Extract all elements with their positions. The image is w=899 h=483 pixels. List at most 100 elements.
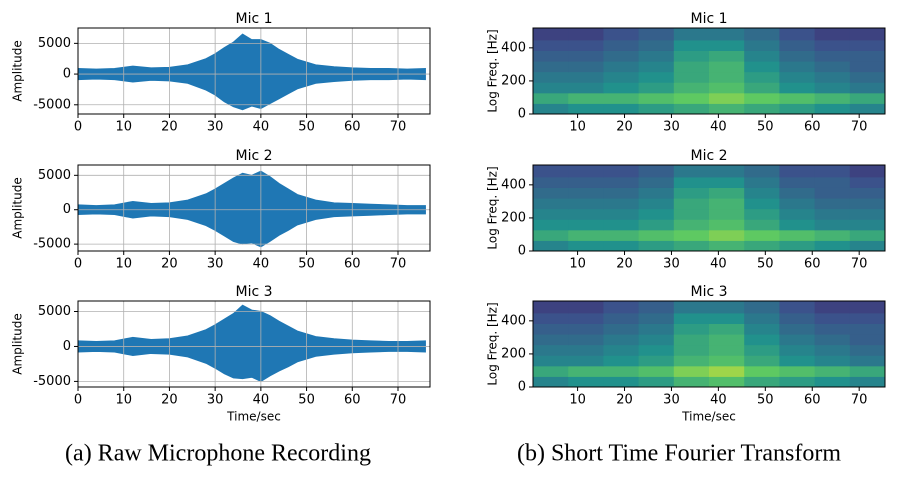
spectrogram-cell <box>709 61 745 73</box>
spectrogram-cell <box>568 365 604 377</box>
spectrogram-cell <box>603 301 640 314</box>
spectrogram-cell <box>603 376 640 388</box>
y-tick-label: -5000 <box>33 97 71 112</box>
spectrogram-cell <box>779 92 816 104</box>
spectrogram-cell <box>673 187 710 199</box>
spectrogram-cell <box>673 376 710 388</box>
spectrogram-cell <box>709 229 745 241</box>
y-axis-label: Amplitude <box>11 313 25 375</box>
x-tick-label: 40 <box>710 257 727 272</box>
spectrogram-cell <box>814 176 851 188</box>
spectrogram-cell <box>603 165 640 178</box>
spectrogram-cell <box>603 344 640 356</box>
spectrogram-cell <box>533 365 569 377</box>
y-tick-label: 400 <box>501 313 526 328</box>
spectrogram-cell <box>849 344 886 356</box>
spectrogram-cell <box>709 82 745 94</box>
spectrogram-cell <box>779 187 816 199</box>
spectrogram-cell <box>744 301 780 314</box>
spectrogram-cell <box>673 103 710 115</box>
spectrogram-cell <box>709 365 745 377</box>
spectrogram-cell <box>638 334 675 346</box>
x-tick-label: 70 <box>390 393 407 408</box>
spectrogram-cell <box>849 323 886 335</box>
spectrogram-cell <box>779 312 816 324</box>
spectrogram-cell <box>744 61 780 73</box>
spectrogram-cell <box>533 355 569 367</box>
spectrogram-cell <box>779 301 816 314</box>
spectrogram-cell <box>814 92 851 104</box>
spectrogram-cell <box>533 323 569 335</box>
spectrogram-cell <box>603 187 640 199</box>
spectrogram-cell <box>849 334 886 346</box>
spectrogram-cell <box>638 50 675 62</box>
spectrogram-cell <box>673 198 710 210</box>
spectrogram-cell <box>603 198 640 210</box>
spectrogram-cell <box>638 103 675 115</box>
waveform <box>77 33 426 111</box>
spectrogram-cell <box>533 176 569 188</box>
spectrogram-cell <box>779 50 816 62</box>
spectrogram-cell <box>779 229 816 241</box>
x-tick-label: 10 <box>569 257 586 272</box>
spectrogram-cell <box>744 208 780 220</box>
panel-title: Mic 2 <box>690 148 727 164</box>
spectrogram-cell <box>814 334 851 346</box>
spectrogram-cell <box>709 187 745 199</box>
spectrogram-cell <box>533 103 569 115</box>
spectrogram-cell <box>603 355 640 367</box>
spectrogram-cell <box>638 376 675 388</box>
y-tick-label: 0 <box>518 380 526 395</box>
spectrogram-cell <box>849 301 886 314</box>
spectrogram-cell <box>603 39 640 51</box>
x-tick-label: 70 <box>851 120 868 135</box>
spectrogram-cell <box>638 28 675 41</box>
spectrogram-cell <box>709 376 745 388</box>
x-tick-label: 30 <box>207 120 224 135</box>
spectrogram-cell <box>709 323 745 335</box>
spectrogram-cell <box>744 103 780 115</box>
spectrogram-cell <box>638 71 675 83</box>
spectrogram-cell <box>849 240 886 252</box>
spectrogram-cell <box>814 28 851 41</box>
spectrogram-cell <box>533 39 569 51</box>
spectrogram-cell <box>568 312 604 324</box>
spectrogram-cell <box>673 82 710 94</box>
spectrogram-cell <box>814 187 851 199</box>
spectrogram-cell <box>568 103 604 115</box>
spectrogram-cell <box>744 229 780 241</box>
spectrogram-cell <box>638 208 675 220</box>
y-tick-label: -5000 <box>33 374 71 389</box>
spectrogram-cell <box>709 92 745 104</box>
spectrogram-cell <box>638 187 675 199</box>
x-tick-label: 30 <box>663 257 680 272</box>
x-tick-label: 30 <box>663 120 680 135</box>
spectrogram-cell <box>673 39 710 51</box>
spectrogram-cell <box>744 344 780 356</box>
spectrogram-cell <box>568 334 604 346</box>
x-tick-label: 50 <box>298 120 315 135</box>
spectrogram-cell <box>849 50 886 62</box>
spectrogram-cell <box>849 355 886 367</box>
x-tick-label: 60 <box>344 393 361 408</box>
spectrogram-cell <box>533 165 569 178</box>
spectrogram-cell <box>709 240 745 252</box>
y-tick-label: 200 <box>501 73 526 88</box>
spectrogram-cell <box>779 71 816 83</box>
spectrogram-cell <box>814 39 851 51</box>
spectrogram-cell <box>673 71 710 83</box>
spectrogram-cell <box>709 219 745 231</box>
spectrogram-cell <box>533 82 569 94</box>
spectrogram-cell <box>568 92 604 104</box>
x-tick-label: 50 <box>298 257 315 272</box>
x-tick-label: 20 <box>616 120 633 135</box>
spectrogram-cell <box>673 176 710 188</box>
x-tick-label: 10 <box>569 393 586 408</box>
spectrogram-cell <box>568 240 604 252</box>
spectrogram-cell <box>709 165 745 178</box>
spectrogram-cell <box>779 219 816 231</box>
x-tick-label: 70 <box>851 393 868 408</box>
y-tick-label: 5000 <box>38 36 71 51</box>
x-tick-label: 70 <box>390 257 407 272</box>
x-axis-label: Time/sec <box>226 410 281 424</box>
